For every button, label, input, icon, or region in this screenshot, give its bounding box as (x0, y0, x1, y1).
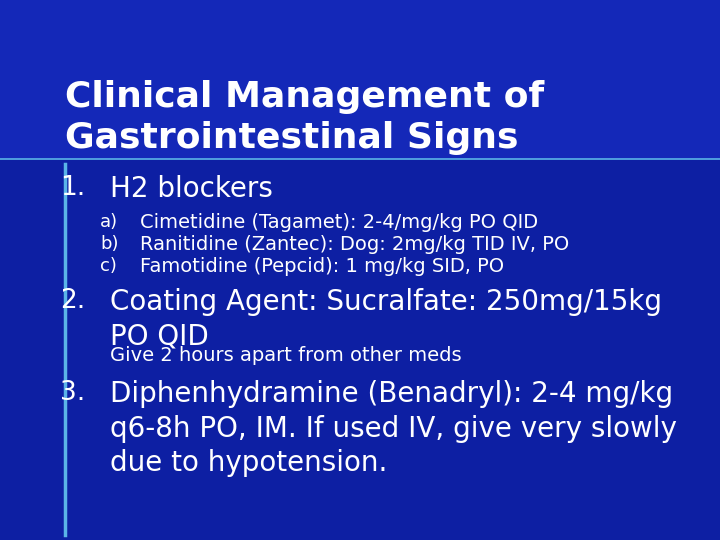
Text: a): a) (100, 213, 118, 231)
Text: Cimetidine (Tagamet): 2-4/mg/kg PO QID: Cimetidine (Tagamet): 2-4/mg/kg PO QID (140, 213, 538, 232)
Text: b): b) (100, 235, 119, 253)
Text: c): c) (100, 257, 117, 275)
Text: 3.: 3. (60, 380, 85, 406)
Text: H2 blockers: H2 blockers (110, 175, 273, 203)
Text: 2.: 2. (60, 288, 85, 314)
Text: Give 2 hours apart from other meds: Give 2 hours apart from other meds (110, 346, 462, 365)
Bar (0, 0, 720, 159)
Text: 1.: 1. (60, 175, 85, 201)
Text: Diphenhydramine (Benadryl): 2-4 mg/kg
q6-8h PO, IM. If used IV, give very slowly: Diphenhydramine (Benadryl): 2-4 mg/kg q6… (110, 380, 677, 477)
Text: Clinical Management of
Gastrointestinal Signs: Clinical Management of Gastrointestinal … (65, 80, 544, 155)
Text: Ranitidine (Zantec): Dog: 2mg/kg TID IV, PO: Ranitidine (Zantec): Dog: 2mg/kg TID IV,… (140, 235, 570, 254)
Text: Famotidine (Pepcid): 1 mg/kg SID, PO: Famotidine (Pepcid): 1 mg/kg SID, PO (140, 257, 504, 276)
Text: Coating Agent: Sucralfate: 250mg/15kg
PO QID: Coating Agent: Sucralfate: 250mg/15kg PO… (110, 288, 662, 350)
